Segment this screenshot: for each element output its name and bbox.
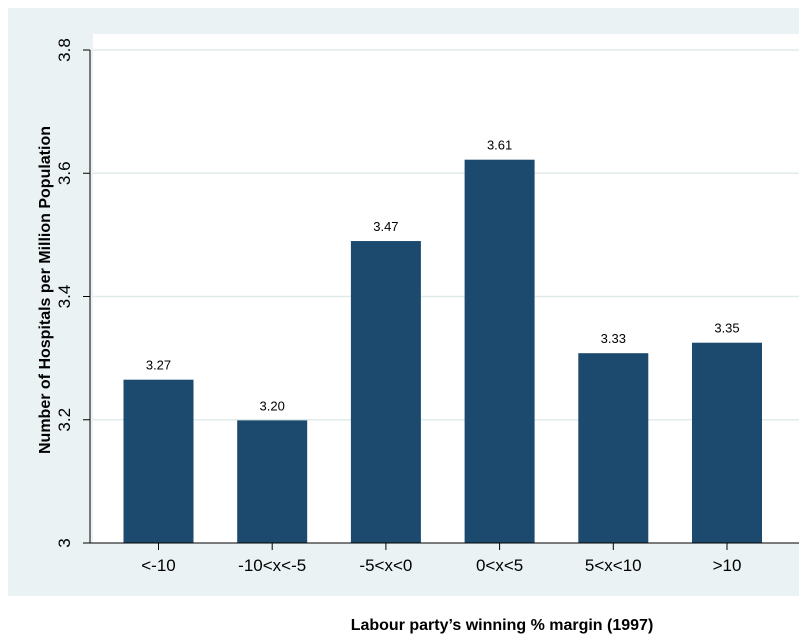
x-tick-label: >10 — [713, 556, 742, 575]
bar-data-label: 3.20 — [260, 398, 285, 413]
bar — [692, 342, 762, 543]
bar — [578, 353, 649, 543]
y-tick-label: 3 — [55, 538, 74, 547]
x-tick-label: 5<x<10 — [585, 556, 642, 575]
bar — [237, 420, 308, 543]
x-axis-title: Labour party’s winning % margin (1997) — [350, 617, 654, 634]
bar — [464, 159, 535, 543]
y-axis-title: Number of Hospitals per Million Populati… — [37, 126, 54, 454]
plot-area — [93, 34, 799, 543]
bar — [350, 241, 421, 543]
bar-data-label: 3.27 — [146, 358, 171, 373]
y-tick-label: 3.8 — [55, 38, 74, 62]
bar-data-label: 3.61 — [487, 138, 512, 153]
x-tick-label: -5<x<0 — [359, 556, 412, 575]
x-tick-label: <-10 — [141, 556, 176, 575]
x-tick-label: 0<x<5 — [476, 556, 523, 575]
y-tick-label: 3.2 — [55, 408, 74, 432]
bar-data-label: 3.47 — [373, 219, 398, 234]
y-tick-label: 3.4 — [55, 285, 74, 309]
y-tick-label: 3.6 — [55, 161, 74, 185]
bar-data-label: 3.35 — [714, 321, 739, 336]
x-tick-label: -10<x<-5 — [238, 556, 306, 575]
bar-data-label: 3.33 — [601, 331, 626, 346]
bar — [123, 379, 194, 543]
